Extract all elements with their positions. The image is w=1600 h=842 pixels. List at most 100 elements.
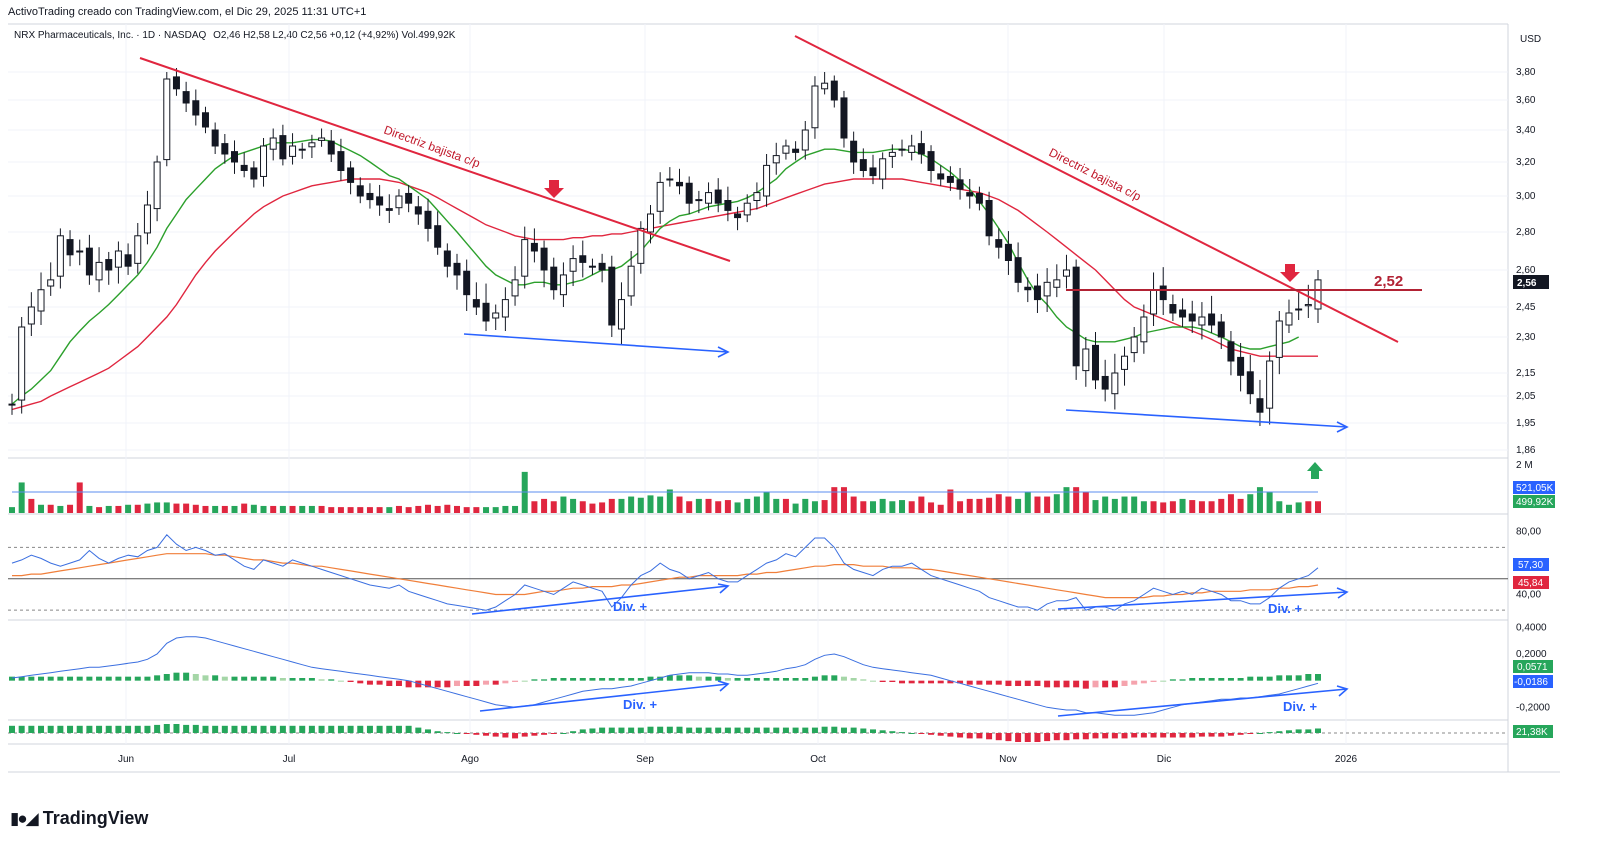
candle bbox=[1062, 254, 1070, 289]
macd-histogram-bar bbox=[1198, 678, 1205, 681]
volume-bar bbox=[570, 498, 577, 513]
macd-histogram-bar bbox=[1063, 680, 1070, 688]
volume-bar bbox=[299, 505, 306, 513]
macd-histogram-bar bbox=[57, 676, 64, 681]
volume-ma-badge: 521,05K bbox=[1513, 481, 1555, 494]
momentum-bar bbox=[183, 724, 190, 733]
candle bbox=[66, 230, 74, 267]
candle bbox=[376, 184, 384, 216]
macd-histogram-bar bbox=[444, 680, 451, 688]
price-tick-label: 3,00 bbox=[1516, 191, 1536, 202]
momentum-bar bbox=[899, 732, 906, 734]
candle bbox=[879, 152, 887, 190]
candle-body bbox=[850, 140, 858, 163]
candle bbox=[385, 194, 393, 223]
candle-body bbox=[617, 299, 625, 330]
volume-bar bbox=[976, 498, 983, 513]
macd-histogram-bar bbox=[463, 680, 470, 686]
candle bbox=[1246, 355, 1254, 405]
volume-bar bbox=[541, 498, 548, 513]
momentum-bar bbox=[154, 724, 161, 733]
volume-bar bbox=[1160, 502, 1167, 513]
macd-histogram-bar bbox=[357, 680, 364, 684]
candle-body bbox=[1140, 316, 1148, 343]
candle-body bbox=[18, 326, 26, 401]
macd-histogram-bar bbox=[637, 678, 644, 681]
candle-body bbox=[250, 167, 258, 180]
candle-body bbox=[172, 76, 180, 90]
candle-body bbox=[376, 196, 384, 206]
momentum-bar bbox=[357, 725, 364, 733]
macd-histogram-bar bbox=[415, 680, 422, 688]
momentum-bar bbox=[879, 730, 886, 733]
candle-body bbox=[550, 266, 558, 291]
candle-body bbox=[1208, 313, 1216, 326]
volume-bar bbox=[831, 487, 838, 513]
momentum-bar bbox=[1082, 733, 1089, 740]
rsi-divergence-arrow-2 bbox=[1336, 587, 1349, 599]
volume-bar bbox=[202, 505, 209, 513]
macd-histogram-bar bbox=[724, 678, 731, 681]
tradingview-brand[interactable]: ▮●◢ TradingView bbox=[10, 808, 148, 829]
candle-body bbox=[772, 155, 780, 164]
macd-histogram-bar bbox=[1082, 680, 1089, 689]
volume-bar bbox=[1150, 501, 1157, 513]
candle bbox=[47, 262, 55, 296]
candle bbox=[1217, 314, 1225, 349]
volume-bar bbox=[560, 496, 567, 513]
macd-histogram-bar bbox=[773, 678, 780, 681]
macd-divergence-label-2: Div. + bbox=[1283, 699, 1317, 714]
momentum-bar bbox=[724, 727, 731, 733]
macd-histogram-bar bbox=[115, 676, 122, 681]
svg-text:45,84: 45,84 bbox=[1518, 578, 1543, 589]
macd-histogram-bar bbox=[986, 680, 993, 685]
candle bbox=[1014, 242, 1022, 293]
candle-body bbox=[8, 403, 16, 406]
macd-histogram-bar bbox=[899, 680, 906, 684]
momentum-bar bbox=[589, 728, 596, 733]
macd-histogram-bar bbox=[241, 676, 248, 681]
momentum-bar bbox=[444, 732, 451, 734]
volume-bar bbox=[347, 507, 354, 513]
candle bbox=[685, 176, 693, 214]
volume-bar bbox=[96, 507, 103, 513]
macd-histogram-bar bbox=[1160, 680, 1167, 682]
momentum-bar bbox=[1276, 731, 1283, 733]
momentum-bar bbox=[463, 733, 470, 734]
momentum-bar bbox=[1237, 733, 1244, 735]
candle bbox=[424, 198, 432, 242]
macd-histogram-bar bbox=[1227, 678, 1234, 681]
svg-text:-0,0186: -0,0186 bbox=[1514, 677, 1548, 688]
candle-body bbox=[37, 289, 45, 312]
macd-histogram-bar bbox=[86, 676, 93, 681]
candle bbox=[1266, 351, 1274, 425]
candle bbox=[492, 304, 500, 330]
candle bbox=[501, 287, 509, 331]
candle-body bbox=[366, 192, 374, 201]
candle bbox=[231, 140, 239, 174]
candle bbox=[753, 182, 761, 210]
symbol-name[interactable]: NRX Pharmaceuticals, Inc. · 1D · NASDAQ bbox=[14, 30, 207, 41]
momentum-bar bbox=[695, 727, 702, 733]
candle bbox=[347, 161, 355, 195]
volume-bar bbox=[134, 504, 141, 513]
candle bbox=[414, 196, 422, 225]
candle-body bbox=[1101, 375, 1109, 390]
candle bbox=[1314, 270, 1322, 323]
candle bbox=[289, 133, 297, 165]
macd-histogram-bar bbox=[1102, 680, 1109, 688]
candle-body bbox=[956, 179, 964, 190]
candle bbox=[1121, 346, 1129, 386]
volume-bar bbox=[221, 505, 228, 513]
candle bbox=[801, 121, 809, 160]
candle bbox=[917, 130, 925, 164]
candle-body bbox=[201, 112, 209, 128]
candle-body bbox=[163, 78, 171, 161]
candle-body bbox=[1053, 279, 1061, 288]
candle bbox=[76, 239, 84, 266]
volume-bar bbox=[657, 496, 664, 513]
candle bbox=[627, 251, 635, 306]
candle-body bbox=[434, 225, 442, 248]
momentum-bar bbox=[415, 727, 422, 733]
